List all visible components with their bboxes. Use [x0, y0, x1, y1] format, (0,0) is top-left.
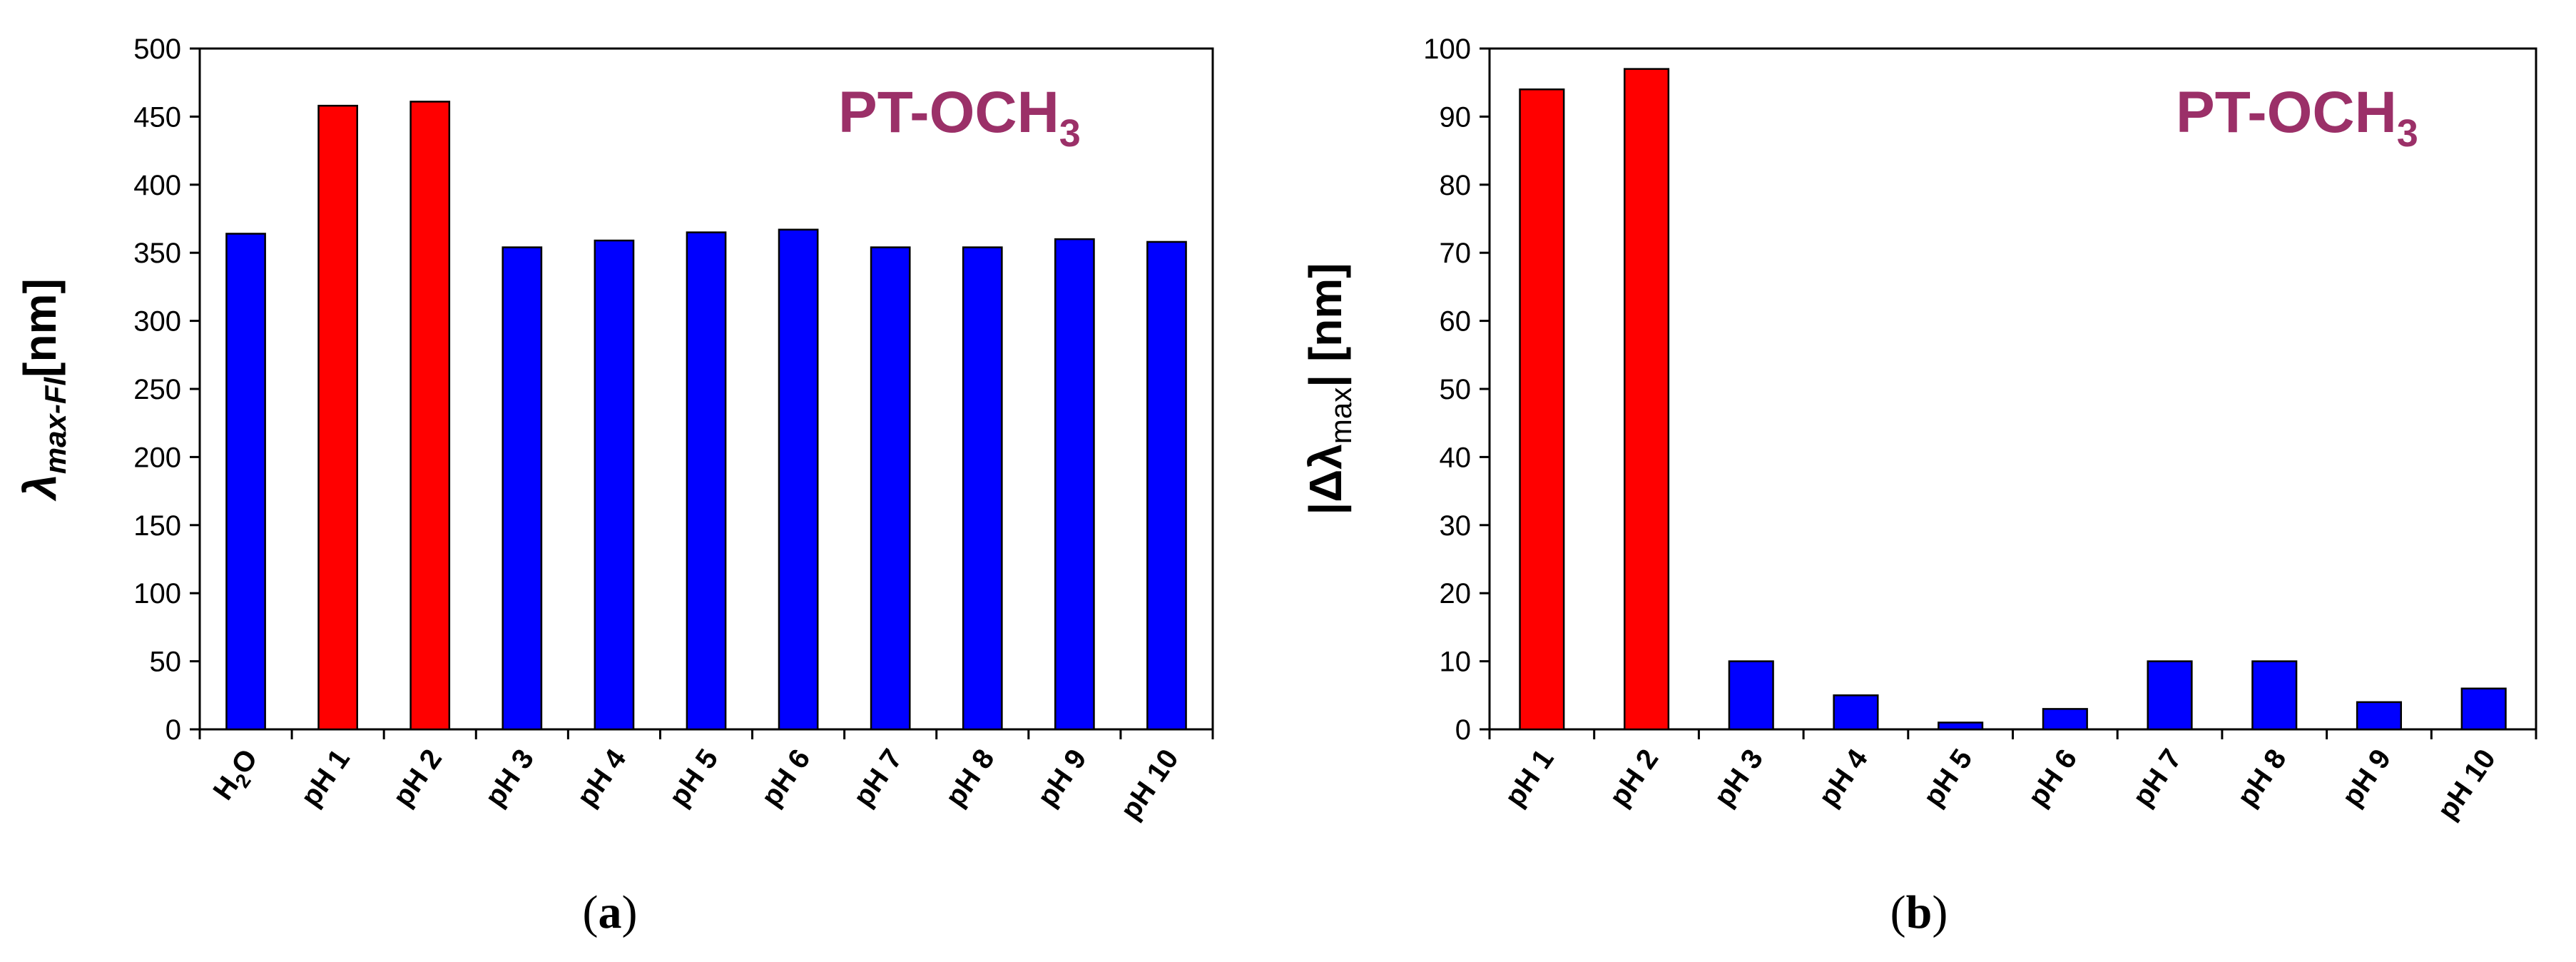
bar-ph8 [2251, 660, 2298, 731]
chart-panel-b: 0 10 20 30 40 50 60 70 80 90 100 pH 1 pH 2 pH 3 pH 4 pH… [1300, 34, 2537, 938]
bar-ph4 [1833, 694, 1879, 731]
x-tick-label: pH 1 [295, 744, 356, 812]
x-tick-label: pH 4 [571, 743, 633, 812]
x-tick-label: pH 7 [847, 744, 909, 812]
y-tick-label: 20 [1440, 578, 1472, 609]
bar-ph9 [2356, 701, 2403, 731]
bar-ph1 [317, 104, 358, 731]
bar-h2o [225, 233, 266, 731]
y-tick-label: 50 [1440, 374, 1472, 405]
bar-ph9 [1054, 238, 1095, 731]
bar-ph2 [1623, 68, 1670, 731]
x-tick-label: pH 3 [479, 744, 540, 812]
x-tick-label: pH 1 [1499, 744, 1560, 812]
bar-ph3 [502, 246, 543, 731]
y-tick-label: 30 [1440, 510, 1472, 542]
x-tick-label: pH 10 [2431, 744, 2502, 825]
y-tick-label: 200 [133, 442, 181, 473]
bar-ph1 [1519, 88, 1565, 731]
x-tick-label: pH 9 [2336, 744, 2398, 812]
panel-label: (a) [583, 886, 638, 938]
bar-ph4 [594, 239, 635, 731]
x-tick-label: pH 2 [1604, 744, 1665, 812]
bar-ph5 [1938, 722, 1984, 731]
y-tick-label: 400 [133, 170, 181, 201]
bar-ph7 [2147, 660, 2193, 731]
bar-ph6 [778, 228, 819, 731]
bar-ph10 [1146, 241, 1187, 731]
x-tick-label: pH 10 [1114, 744, 1185, 825]
bar-ph2 [409, 101, 451, 731]
bar-ph5 [686, 231, 727, 731]
y-tick-label: 80 [1440, 170, 1472, 201]
y-tick-label: 300 [133, 306, 181, 338]
x-tick-label: pH 5 [1918, 744, 1979, 812]
y-tick-label: 40 [1440, 442, 1472, 473]
bar-ph8 [962, 246, 1003, 731]
x-tick-label: H2O [208, 744, 268, 809]
y-tick-label: 60 [1440, 306, 1472, 338]
x-tick-label: pH 6 [2022, 744, 2083, 812]
x-tick-label: pH 8 [2231, 744, 2293, 812]
series-annotation: PT-OCH3 [2176, 80, 2418, 155]
y-tick-label: 450 [133, 101, 181, 133]
x-tick-label: pH 4 [1813, 743, 1874, 812]
x-tick-label: pH 2 [387, 744, 448, 812]
y-tick-label: 70 [1440, 238, 1472, 269]
bar-ph7 [870, 246, 911, 731]
x-tick-label: pH 8 [940, 744, 1001, 812]
y-tick-label: 150 [133, 510, 181, 542]
x-tick-label: pH 6 [755, 744, 817, 812]
x-tick-label: pH 9 [1032, 744, 1093, 812]
y-axis-label: |Δλmax| [nm] [1300, 263, 1358, 515]
y-tick-label: 0 [166, 714, 181, 746]
y-tick-label: 250 [133, 374, 181, 405]
bar-ph3 [1728, 660, 1774, 731]
y-tick-label: 100 [1423, 34, 1471, 65]
chart-panel-a: 0 50 100 150 200 250 300 350 400 450 500 H2O pH 1 pH … [14, 34, 1214, 938]
bar-ph10 [2460, 687, 2507, 731]
x-tick-label: pH 7 [2127, 744, 2188, 812]
panel-label: (b) [1890, 886, 1948, 938]
y-tick-label: 10 [1440, 647, 1472, 678]
y-tick-label: 500 [133, 34, 181, 65]
bar-ph6 [2042, 708, 2088, 731]
series-annotation: PT-OCH3 [838, 80, 1081, 155]
y-tick-label: 350 [133, 238, 181, 269]
x-tick-label: pH 3 [1708, 744, 1769, 812]
y-axis-label: λmax-Fl[nm] [14, 278, 72, 502]
y-tick-label: 0 [1455, 714, 1471, 746]
y-tick-label: 50 [150, 647, 182, 678]
y-tick-label: 90 [1440, 101, 1472, 133]
x-tick-label: pH 5 [663, 744, 725, 812]
y-tick-label: 100 [133, 578, 181, 609]
